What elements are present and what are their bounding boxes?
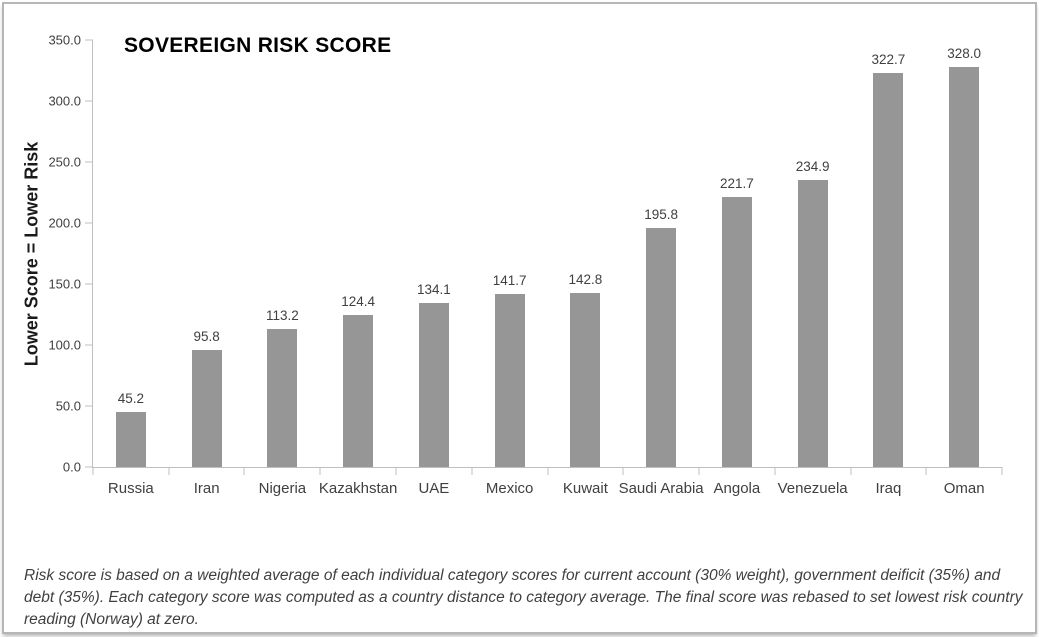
x-axis-tick — [850, 467, 851, 475]
x-category-label: Russia — [107, 480, 154, 497]
x-category-label: Saudi Arabia — [618, 480, 704, 497]
y-axis-tick — [85, 283, 93, 285]
bar — [721, 196, 752, 467]
x-axis-tick — [622, 467, 624, 475]
bar — [418, 303, 449, 467]
y-axis-tick-label: 50.0 — [55, 398, 81, 414]
x-axis-tick — [92, 467, 94, 475]
bar — [797, 180, 828, 467]
y-axis-tick-label: 200.0 — [48, 215, 81, 231]
footnote-line: Risk score is based on a weighted averag… — [24, 567, 1001, 584]
y-axis-tick — [85, 100, 93, 102]
x-category-label: UAE — [418, 480, 450, 497]
bar — [191, 350, 222, 467]
x-category-label: Iran — [193, 480, 220, 497]
footnote-line: reading (Norway) at zero. — [24, 611, 199, 628]
bar-value-label: 45.2 — [117, 390, 144, 406]
chart-title: SOVEREIGN RISK SCORE — [124, 34, 392, 57]
y-axis-tick — [85, 39, 93, 41]
x-category-label: Oman — [943, 480, 985, 497]
bar-value-label: 141.7 — [492, 273, 527, 289]
y-axis-tick — [85, 405, 93, 407]
y-axis-tick-label: 350.0 — [48, 32, 81, 48]
y-axis-tick — [85, 222, 93, 224]
x-axis-tick — [471, 467, 473, 475]
x-category-label: Angola — [713, 480, 761, 497]
x-category-label: Mexico — [485, 480, 534, 497]
x-axis-tick — [168, 467, 170, 475]
bar — [949, 66, 980, 467]
x-axis-tick — [395, 467, 397, 475]
x-category-label: Nigeria — [258, 480, 307, 497]
x-axis-tick — [925, 467, 927, 475]
footnote: Risk score is based on a weighted averag… — [24, 565, 1029, 631]
x-category-label: Venezuela — [777, 480, 848, 497]
bar-value-label: 124.4 — [341, 294, 376, 310]
y-axis-tick-label: 300.0 — [48, 93, 81, 109]
bar-value-label: 221.7 — [719, 175, 754, 191]
x-axis-tick — [1001, 467, 1003, 475]
x-axis-tick — [774, 467, 776, 475]
y-axis-tick-label: 150.0 — [48, 276, 81, 292]
footnote-line: debt (35%). Each category score was comp… — [24, 589, 1023, 606]
bar — [115, 411, 146, 467]
bar-value-label: 113.2 — [265, 307, 299, 323]
bar-value-label: 322.7 — [871, 52, 906, 68]
y-axis-tick-label: 250.0 — [48, 154, 81, 170]
x-category-label: Kuwait — [562, 480, 608, 497]
y-axis-tick-label: 0.0 — [62, 459, 81, 475]
bar — [646, 228, 677, 467]
plot-area: 0.0 50.0 100.0 150.0 200.0 250.0 300.0 350.0 45.… — [48, 33, 1003, 497]
x-axis-tick — [547, 467, 548, 475]
bar-value-label: 142.8 — [568, 271, 603, 287]
bar — [570, 292, 601, 467]
bar-value-label: 328.0 — [947, 45, 982, 61]
bar — [494, 294, 525, 467]
y-axis-tick — [85, 161, 93, 163]
y-axis-title: Lower Score = Lower Risk — [21, 141, 42, 367]
bar — [343, 315, 374, 467]
bar — [267, 328, 298, 467]
bar — [873, 73, 904, 467]
x-axis-tick — [319, 467, 321, 475]
x-category-label: Iraq — [875, 480, 902, 497]
bar-value-label: 195.8 — [644, 207, 679, 223]
y-axis-tick — [85, 344, 93, 346]
bar-value-label: 95.8 — [193, 329, 220, 345]
y-axis-tick-label: 100.0 — [48, 337, 81, 353]
y-axis-tick — [85, 466, 93, 468]
bar-value-label: 234.9 — [795, 159, 830, 175]
x-axis-tick — [698, 467, 700, 475]
x-category-label: Kazakhstan — [318, 480, 398, 497]
x-axis-tick — [243, 467, 245, 475]
bar-value-label: 134.1 — [416, 282, 451, 298]
